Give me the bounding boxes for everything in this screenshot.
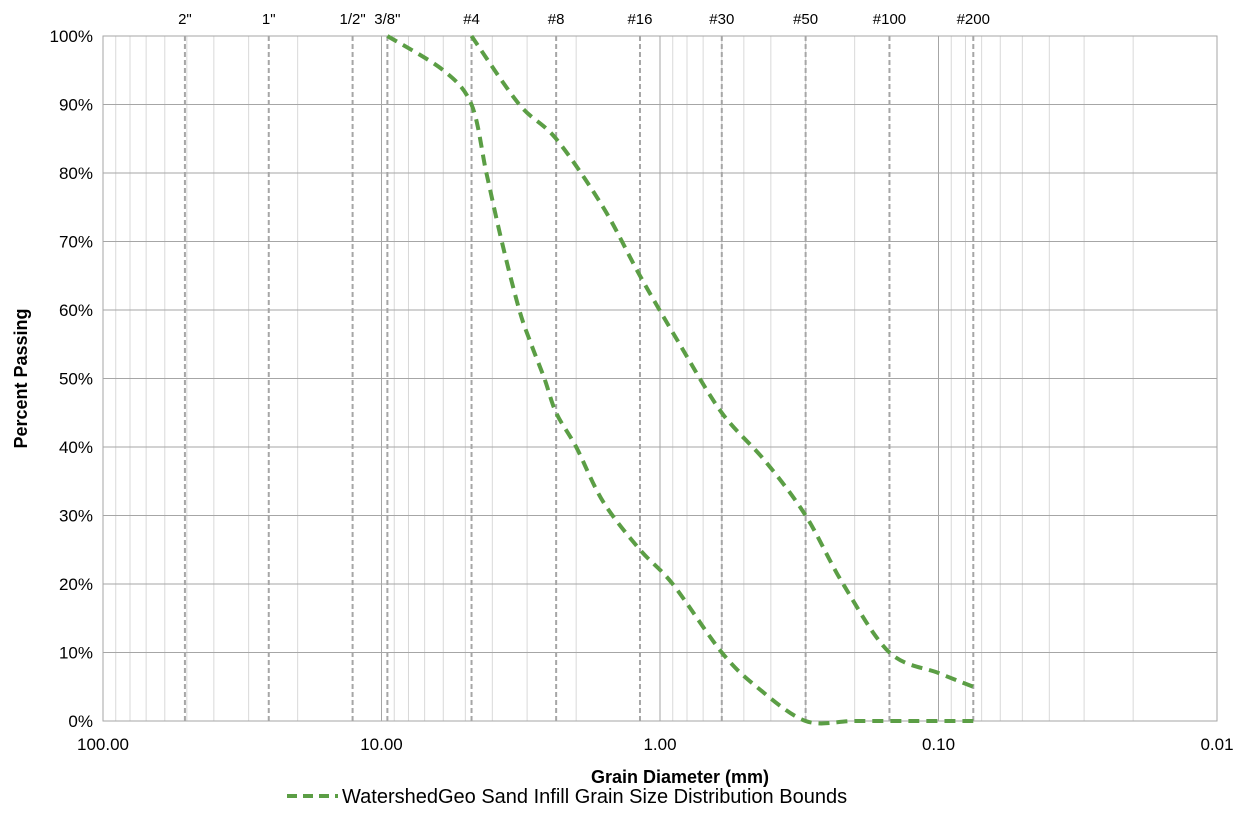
series-layer — [386, 34, 975, 726]
y-tick-label: 30% — [59, 507, 93, 526]
x-tick-label: 0.01 — [1200, 735, 1233, 754]
y-axis-title: Percent Passing — [11, 308, 31, 448]
y-tick-label: 50% — [59, 370, 93, 389]
sieve-label: #8 — [548, 11, 565, 28]
x-tick-label: 1.00 — [643, 735, 676, 754]
sieve-label: #4 — [463, 11, 480, 28]
y-tick-label: 40% — [59, 438, 93, 457]
y-axis-tick-labels: 0% 10% 20% 30% 40% 50% 60% 70% 80% 90% 100% — [50, 27, 93, 731]
sieve-label: #100 — [873, 11, 906, 28]
series-line-upper-bound — [469, 34, 975, 689]
y-tick-label: 60% — [59, 301, 93, 320]
legend: WatershedGeo Sand Infill Grain Size Dist… — [287, 786, 847, 808]
x-tick-label: 10.00 — [360, 735, 403, 754]
plot-area-border — [102, 35, 1218, 722]
sieve-label: 2" — [178, 11, 192, 28]
sieve-labels: 2" 1" 1/2" 3/8" #4 #8 #16 #30 #50 #100 #200 — [178, 11, 990, 28]
y-tick-label: 10% — [59, 644, 93, 663]
sieve-label: #200 — [957, 11, 990, 28]
y-tick-label: 100% — [50, 27, 93, 46]
sieve-label: #50 — [793, 11, 818, 28]
sieve-label: 1" — [262, 11, 276, 28]
y-tick-label: 0% — [68, 712, 93, 731]
y-tick-label: 70% — [59, 233, 93, 252]
sieve-label: 1/2" — [339, 11, 365, 28]
y-tick-label: 80% — [59, 164, 93, 183]
sieve-label: #16 — [627, 11, 652, 28]
series-line-lower-bound — [386, 34, 974, 726]
sieve-label: 3/8" — [374, 11, 400, 28]
y-tick-label: 90% — [59, 96, 93, 115]
x-axis-tick-labels: 100.00 10.00 1.00 0.10 0.01 — [77, 735, 1234, 754]
y-tick-label: 20% — [59, 575, 93, 594]
sieve-lines — [183, 36, 975, 721]
x-tick-label: 100.00 — [77, 735, 129, 754]
sieve-label: #30 — [709, 11, 734, 28]
x-tick-label: 0.10 — [922, 735, 955, 754]
x-axis-title: Grain Diameter (mm) — [591, 767, 769, 787]
legend-label: WatershedGeo Sand Infill Grain Size Dist… — [342, 786, 847, 808]
major-gridlines — [102, 35, 1218, 722]
